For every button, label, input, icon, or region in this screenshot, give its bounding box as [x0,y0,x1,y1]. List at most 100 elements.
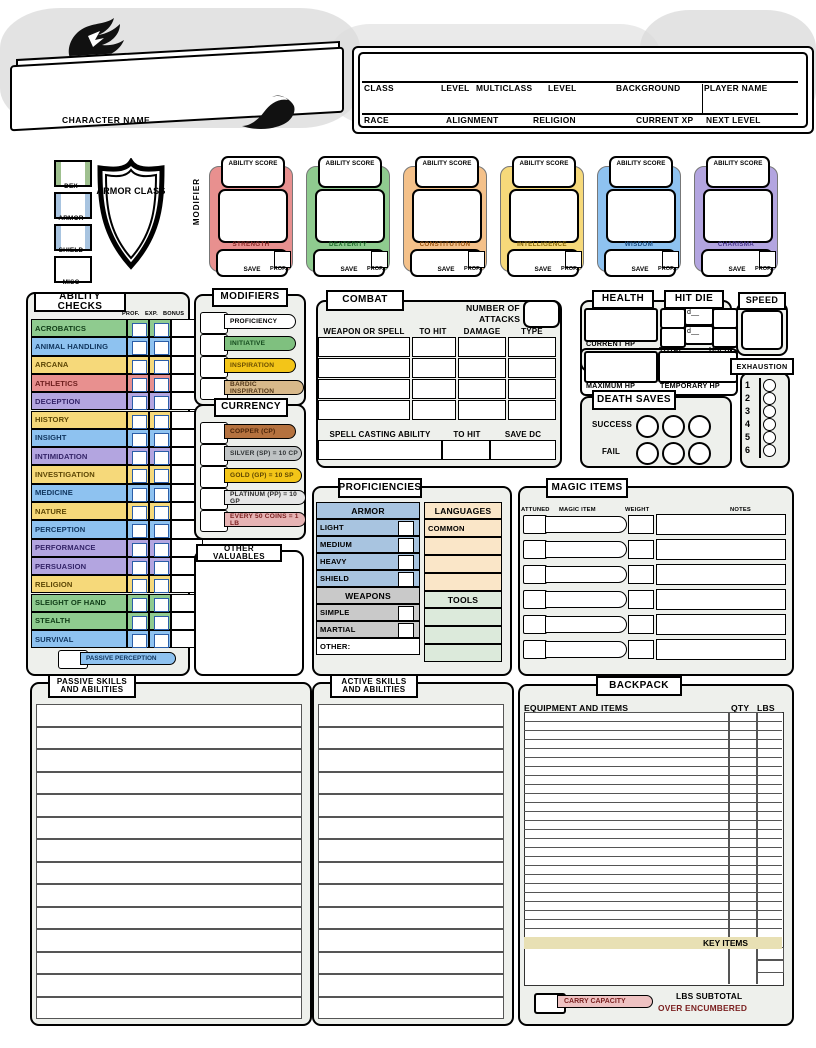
passive-skill-row-1[interactable] [36,704,302,727]
prof-checkbox-simple[interactable] [398,606,414,621]
backpack-row-2[interactable] [524,721,782,730]
death-save-fail-circle-1[interactable] [636,442,659,465]
ability-modifier-input-wisdom[interactable] [606,189,676,243]
death-save-success-circle-2[interactable] [662,415,685,438]
skill-prof-cell-survival[interactable] [127,630,149,649]
ability-save-prof-checkbox-dexterity[interactable] [371,251,388,268]
speed-input[interactable] [741,310,783,350]
passive-skill-row-5[interactable] [36,794,302,817]
skill-exp-checkbox-athletics[interactable] [154,377,169,392]
magic-attuned-checkbox-3[interactable] [523,565,547,584]
death-save-fail-circle-2[interactable] [662,442,685,465]
skill-prof-cell-perception[interactable] [127,520,149,539]
backpack-row-21[interactable] [524,892,782,901]
skill-prof-cell-performance[interactable] [127,538,149,557]
skill-prof-cell-arcana[interactable] [127,355,149,374]
active-skill-row-13[interactable] [318,974,504,997]
skill-exp-cell-history[interactable] [149,410,171,429]
exhaustion-circle-3[interactable] [763,405,776,418]
backpack-row-1[interactable] [524,712,782,721]
skill-exp-cell-stealth[interactable] [149,611,171,631]
ability-score-input-dexterity[interactable]: ABILITY SCORE [318,156,382,188]
skill-exp-checkbox-investigation[interactable] [154,469,169,484]
skill-exp-cell-survival[interactable] [149,630,171,649]
skill-prof-checkbox-deception[interactable] [132,396,147,411]
active-skill-row-9[interactable] [318,884,504,907]
magic-weight-input-2[interactable] [628,540,654,559]
magic-item-input-2[interactable] [545,541,627,558]
backpack-row-6[interactable] [524,757,782,766]
skill-prof-checkbox-intimidation[interactable] [132,451,147,466]
backpack-row-8[interactable] [524,775,782,784]
skill-prof-checkbox-arcana[interactable] [132,359,147,374]
active-skill-row-5[interactable] [318,794,504,817]
skill-prof-cell-investigation[interactable] [127,465,149,484]
backpack-row-25[interactable] [524,928,782,937]
combat-cell-r4-c4[interactable] [508,400,556,420]
backpack-row-19[interactable] [524,874,782,883]
active-skill-row-10[interactable] [318,906,504,929]
skill-prof-checkbox-acrobatics[interactable] [132,323,147,337]
active-skill-row-6[interactable] [318,816,504,839]
skill-exp-checkbox-performance[interactable] [154,542,169,557]
ability-score-input-intelligence[interactable]: ABILITY SCORE [512,156,576,188]
magic-notes-input-6[interactable] [656,639,786,660]
active-skill-row-12[interactable] [318,951,504,974]
ac-modifier-shield-box[interactable] [54,224,92,251]
active-skill-row-14[interactable] [318,996,504,1019]
tool-slot-3[interactable] [424,644,502,662]
passive-skill-row-11[interactable] [36,929,302,952]
combat-cell-r3-c1[interactable] [318,379,410,399]
skill-prof-cell-insight[interactable] [127,428,149,448]
skill-prof-checkbox-survival[interactable] [132,634,147,649]
skill-exp-checkbox-persuasion[interactable] [154,560,169,575]
backpack-row-12[interactable] [524,811,782,820]
death-save-success-circle-3[interactable] [688,415,711,438]
skill-exp-cell-insight[interactable] [149,428,171,448]
magic-notes-input-2[interactable] [656,539,786,560]
active-skill-row-7[interactable] [318,839,504,862]
skill-exp-checkbox-acrobatics[interactable] [154,323,169,337]
magic-notes-input-5[interactable] [656,614,786,635]
skill-prof-cell-intimidation[interactable] [127,447,149,466]
backpack-row-5[interactable] [524,748,782,757]
spell-tohit-input[interactable] [442,440,490,460]
skill-prof-checkbox-athletics[interactable] [132,377,147,392]
backpack-row-16[interactable] [524,847,782,856]
magic-item-input-3[interactable] [545,566,627,583]
active-skill-row-1[interactable] [318,704,504,727]
skill-exp-cell-performance[interactable] [149,538,171,557]
current-hp-input[interactable] [584,308,658,342]
passive-skill-row-13[interactable] [36,974,302,997]
ability-modifier-input-constitution[interactable] [412,189,482,243]
prof-other-label[interactable]: OTHER: [316,638,420,655]
tool-slot-1[interactable] [424,608,502,626]
magic-weight-input-3[interactable] [628,565,654,584]
backpack-row-3[interactable] [524,730,782,739]
skill-exp-cell-religion[interactable] [149,575,171,594]
backpack-row-4[interactable] [524,739,782,748]
ability-save-prof-checkbox-strength[interactable] [274,251,291,268]
ac-modifier-dex-box[interactable] [54,160,92,187]
skill-exp-checkbox-history[interactable] [154,414,169,429]
skill-exp-cell-sleight-of-hand[interactable] [149,593,171,612]
ac-modifier-armor-box[interactable] [54,192,92,219]
skill-exp-checkbox-survival[interactable] [154,634,169,649]
exhaustion-circle-1[interactable] [763,379,776,392]
skill-prof-cell-stealth[interactable] [127,611,149,631]
skill-prof-cell-sleight-of-hand[interactable] [127,593,149,612]
skill-exp-cell-persuasion[interactable] [149,556,171,576]
exhaustion-circle-5[interactable] [763,431,776,444]
backpack-row-15[interactable] [524,838,782,847]
magic-attuned-checkbox-5[interactable] [523,615,547,634]
magic-item-input-5[interactable] [545,616,627,633]
combat-cell-r2-c3[interactable] [458,358,506,378]
skill-prof-cell-medicine[interactable] [127,483,149,502]
skill-exp-cell-acrobatics[interactable] [149,319,171,338]
combat-cell-r4-c2[interactable] [412,400,456,420]
magic-weight-input-5[interactable] [628,615,654,634]
backpack-row-10[interactable] [524,793,782,802]
skill-exp-checkbox-nature[interactable] [154,506,169,520]
prof-checkbox-light[interactable] [398,521,414,536]
ability-save-prof-checkbox-charisma[interactable] [759,251,776,268]
